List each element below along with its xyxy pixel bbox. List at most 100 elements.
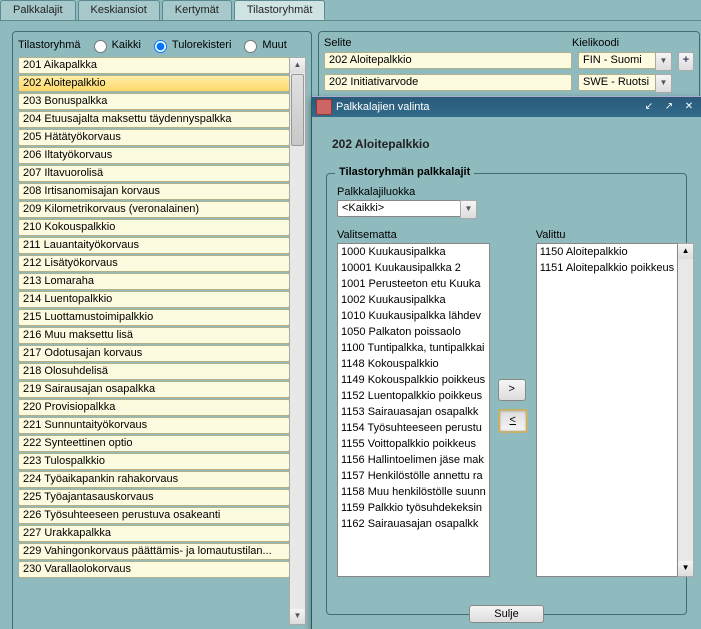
luokka-label: Palkkalajiluokka <box>337 186 676 198</box>
list-item[interactable]: 224 Työaikapankin rahakorvaus <box>18 471 290 488</box>
list-item[interactable]: 220 Provisiopalkka <box>18 399 290 416</box>
move-buttons: > < <box>498 379 528 433</box>
list-item[interactable]: 1154 Työsuhteeseen perustu <box>338 420 489 436</box>
move-right-button[interactable]: > <box>498 379 526 401</box>
list-item[interactable]: 1000 Kuukausipalkka <box>338 244 489 260</box>
list-item[interactable]: 217 Odotusajan korvaus <box>18 345 290 362</box>
maximize-icon[interactable]: ↗ <box>661 100 677 114</box>
radio-muut-input[interactable] <box>244 40 257 53</box>
list-item[interactable]: 1150 Aloitepalkkio <box>537 244 677 260</box>
valittu-column: Valittu 1150 Aloitepalkkio1151 Aloitepal… <box>536 229 694 577</box>
list-item[interactable]: 1152 Luentopalkkio poikkeus <box>338 388 489 404</box>
list-item[interactable]: 10001 Kuukausipalkka 2 <box>338 260 489 276</box>
list-item[interactable]: 1155 Voittopalkkio poikkeus <box>338 436 489 452</box>
list-item[interactable]: 216 Muu maksettu lisä <box>18 327 290 344</box>
scroll-thumb[interactable] <box>291 74 304 146</box>
list-item[interactable]: 221 Sunnuntaityökorvaus <box>18 417 290 434</box>
dialog-body: 202 Aloitepalkkio Tilastoryhmän palkkala… <box>312 117 701 625</box>
tilastoryhma-listbox[interactable]: 201 Aikapalkka202 Aloitepalkkio203 Bonus… <box>18 57 306 625</box>
list-item[interactable]: 1010 Kuukausipalkka lähdev <box>338 308 489 324</box>
luokka-value[interactable]: <Kaikki> <box>337 200 460 217</box>
selite-header-row: Selite Kielikoodi <box>324 37 694 49</box>
list-item[interactable]: 214 Luentopalkkio <box>18 291 290 308</box>
radio-all[interactable]: Kaikki <box>89 37 141 53</box>
radio-all-input[interactable] <box>94 40 107 53</box>
list-item[interactable]: 204 Etuusajalta maksettu täydennyspalkka <box>18 111 290 128</box>
list-item[interactable]: 1149 Kokouspalkkio poikkeus <box>338 372 489 388</box>
list-item[interactable]: 1002 Kuukausipalkka <box>338 292 489 308</box>
valittu-list[interactable]: 1150 Aloitepalkkio1151 Aloitepalkkio poi… <box>536 243 678 577</box>
list-item[interactable]: 1151 Aloitepalkkio poikkeus <box>537 260 677 276</box>
list-item[interactable]: 227 Urakkapalkka <box>18 525 290 542</box>
dialog-header: 202 Aloitepalkkio <box>332 137 687 151</box>
kieli-value[interactable]: FIN - Suomi <box>578 52 655 69</box>
list-item[interactable]: 1100 Tuntipalkka, tuntipalkkai <box>338 340 489 356</box>
restore-icon[interactable]: ↙ <box>641 100 657 114</box>
list-item[interactable]: 1153 Sairauasajan osapalkk <box>338 404 489 420</box>
scroll-up-icon[interactable]: ▲ <box>678 244 693 259</box>
list-item[interactable]: 207 Iltavuorolisä <box>18 165 290 182</box>
chevron-down-icon[interactable]: ▼ <box>655 52 672 71</box>
radio-muut[interactable]: Muut <box>239 37 286 53</box>
list-item[interactable]: 222 Synteettinen optio <box>18 435 290 452</box>
scrollbar[interactable]: ▲ ▼ <box>289 57 306 625</box>
radio-tulorek-input[interactable] <box>154 40 167 53</box>
move-left-button[interactable]: < <box>498 409 528 433</box>
list-item[interactable]: 201 Aikapalkka <box>18 57 290 74</box>
list-item[interactable]: 211 Lauantaityökorvaus <box>18 237 290 254</box>
list-item[interactable]: 206 Iltatyökorvaus <box>18 147 290 164</box>
list-item[interactable]: 219 Sairausajan osapalkka <box>18 381 290 398</box>
sulje-button[interactable]: Sulje <box>469 605 543 623</box>
chevron-down-icon[interactable]: ▼ <box>460 200 477 219</box>
selite-value[interactable]: 202 Initiativarvode <box>324 74 572 91</box>
dialog-titlebar[interactable]: Palkkalajien valinta ↙ ↗ ✕ <box>312 97 701 117</box>
list-item[interactable]: 1158 Muu henkilöstölle suunn <box>338 484 489 500</box>
list-item[interactable]: 218 Olosuhdelisä <box>18 363 290 380</box>
radio-tulorek[interactable]: Tulorekisteri <box>149 37 232 53</box>
list-item[interactable]: 225 Työajantasauskorvaus <box>18 489 290 506</box>
kieli-label: Kielikoodi <box>572 37 662 49</box>
tab-kertymät[interactable]: Kertymät <box>162 0 232 20</box>
list-item[interactable]: 1148 Kokouspalkkio <box>338 356 489 372</box>
kieli-combo[interactable]: FIN - Suomi▼ <box>578 52 672 71</box>
list-item[interactable]: 1162 Sairauasajan osapalkk <box>338 516 489 532</box>
valitsematta-list[interactable]: 1000 Kuukausipalkka10001 Kuukausipalkka … <box>337 243 490 577</box>
list-item[interactable]: 209 Kilometrikorvaus (veronalainen) <box>18 201 290 218</box>
luokka-combo[interactable]: <Kaikki> ▼ <box>337 200 477 219</box>
kieli-combo[interactable]: SWE - Ruotsi▼ <box>578 74 672 93</box>
tab-keskiansiot[interactable]: Keskiansiot <box>78 0 160 20</box>
radio-tulorek-label: Tulorekisteri <box>172 39 232 51</box>
tabstrip[interactable]: PalkkalajitKeskiansiotKertymätTilastoryh… <box>0 0 701 21</box>
kieli-value[interactable]: SWE - Ruotsi <box>578 74 655 91</box>
chevron-down-icon[interactable]: ▼ <box>655 74 672 93</box>
close-icon[interactable]: ✕ <box>681 100 697 114</box>
list-item[interactable]: 210 Kokouspalkkio <box>18 219 290 236</box>
selite-panel: Selite Kielikoodi 202 Aloitepalkkio FIN -… <box>318 31 700 101</box>
list-item[interactable]: 203 Bonuspalkka <box>18 93 290 110</box>
list-item[interactable]: 229 Vahingonkorvaus päättämis- ja lomaut… <box>18 543 290 560</box>
list-item[interactable]: 205 Hätätyökorvaus <box>18 129 290 146</box>
list-item[interactable]: 1001 Perusteeton etu Kuuka <box>338 276 489 292</box>
list-item[interactable]: 213 Lomaraha <box>18 273 290 290</box>
list-item[interactable]: 215 Luottamustoimipalkkio <box>18 309 290 326</box>
scroll-down-icon[interactable]: ▼ <box>678 561 693 576</box>
scrollbar[interactable]: ▲ ▼ <box>678 243 694 577</box>
scroll-down-icon[interactable]: ▼ <box>290 609 305 624</box>
list-item[interactable]: 212 Lisätyökorvaus <box>18 255 290 272</box>
list-item[interactable]: 226 Työsuhteeseen perustuva osakeanti <box>18 507 290 524</box>
selite-label: Selite <box>324 37 564 49</box>
selite-value[interactable]: 202 Aloitepalkkio <box>324 52 572 69</box>
list-item[interactable]: 1159 Palkkio työsuhdekeksin <box>338 500 489 516</box>
list-item[interactable]: 1156 Hallintoelimen jäse mak <box>338 452 489 468</box>
add-button[interactable]: + <box>678 52 694 71</box>
list-item[interactable]: 1050 Palkaton poissaolo <box>338 324 489 340</box>
list-item[interactable]: 1157 Henkilöstölle annettu ra <box>338 468 489 484</box>
list-item[interactable]: 223 Tulospalkkio <box>18 453 290 470</box>
tab-tilastoryhmät[interactable]: Tilastoryhmät <box>234 0 326 20</box>
lists-row: Valitsematta 1000 Kuukausipalkka10001 Ku… <box>337 229 676 577</box>
list-item[interactable]: 202 Aloitepalkkio <box>18 75 290 92</box>
tab-palkkalajit[interactable]: Palkkalajit <box>0 0 76 20</box>
list-item[interactable]: 208 Irtisanomisajan korvaus <box>18 183 290 200</box>
list-item[interactable]: 230 Varallaolokorvaus <box>18 561 290 578</box>
scroll-up-icon[interactable]: ▲ <box>290 58 305 73</box>
